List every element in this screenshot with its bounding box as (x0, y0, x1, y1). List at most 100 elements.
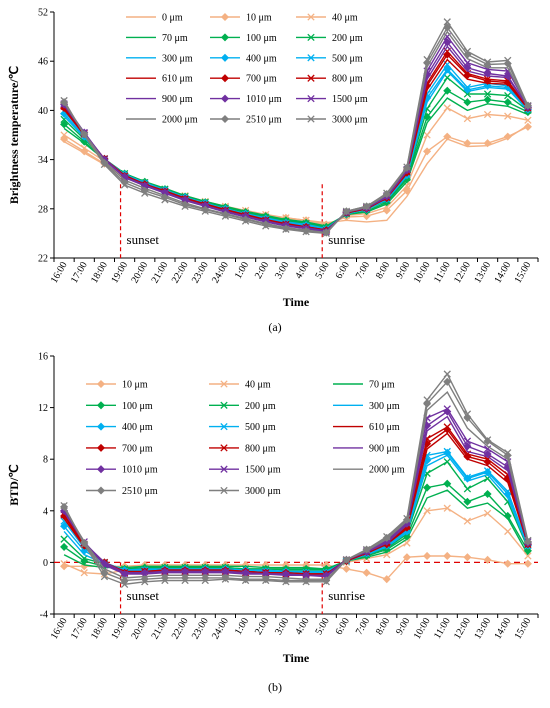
legend-label: 900 μm (162, 94, 193, 105)
data-point (403, 514, 411, 523)
series-line (63, 126, 529, 226)
data-point (141, 189, 149, 197)
legend-entry: 2000 μm (333, 465, 405, 476)
data-point (60, 501, 68, 510)
legend-entry: 70 μm (333, 380, 395, 391)
series-16 (60, 370, 532, 588)
legend-marker (220, 465, 228, 473)
legend-label: 700 μm (122, 443, 153, 454)
series-line (63, 97, 529, 227)
series-line (63, 76, 529, 229)
data-point (463, 63, 472, 72)
data-point (60, 535, 68, 543)
data-point (483, 436, 492, 444)
legend-entry: 800 μm (296, 74, 363, 85)
legend: 0 μm 10 μm 40 μm 70 μm 100 μm 200 μm 300 μm 400… (126, 13, 368, 126)
data-point (443, 405, 451, 413)
y-axis-title: BTD/℃ (7, 464, 21, 505)
x-tick-label: 4:00 (293, 260, 311, 281)
x-tick-label: 10:00 (412, 260, 433, 285)
x-tick-label: 20:00 (129, 616, 150, 641)
data-point (463, 497, 472, 506)
data-point (80, 569, 88, 577)
data-point (181, 576, 189, 585)
data-point (362, 212, 371, 221)
x-axis-title: Time (283, 295, 310, 309)
x-tick-label: 15:00 (513, 616, 534, 641)
legend-label: 2000 μm (162, 115, 198, 126)
legend-label: 0 μm (162, 13, 183, 24)
legend-label: 40 μm (332, 13, 358, 24)
data-point (221, 212, 230, 220)
data-point (201, 207, 209, 215)
legend-marker (96, 443, 106, 452)
x-tick-label: 15:00 (513, 260, 534, 285)
x-tick-label: 2:00 (253, 616, 271, 637)
y-tick-label: -4 (40, 610, 48, 621)
data-point (483, 60, 492, 69)
data-point (463, 47, 472, 56)
data-point (181, 573, 190, 582)
y-tick-label: 12 (38, 403, 48, 414)
series-line (63, 489, 529, 570)
y-tick-label: 34 (38, 155, 48, 166)
data-point (483, 90, 492, 98)
legend-marker (220, 33, 230, 42)
legend-label: 10 μm (122, 380, 148, 391)
data-point (443, 86, 452, 95)
data-point (483, 75, 492, 83)
x-tick-label: 23:00 (190, 260, 211, 285)
x-tick-label: 19:00 (109, 260, 130, 285)
legend-label: 2510 μm (122, 486, 158, 497)
legend-label: 400 μm (122, 422, 153, 433)
x-tick-label: 18:00 (89, 260, 110, 285)
data-point (483, 555, 492, 564)
data-point (201, 576, 209, 585)
data-point (120, 178, 129, 187)
data-point (504, 449, 512, 457)
x-tick-label: 16:00 (49, 616, 70, 641)
x-tick-label: 17:00 (69, 260, 90, 285)
series-12 (63, 45, 529, 232)
data-point (463, 474, 472, 483)
x-tick-label: 8:00 (374, 260, 392, 281)
data-point (60, 131, 68, 139)
data-point (60, 560, 68, 568)
data-point (443, 18, 451, 26)
data-point (523, 559, 532, 568)
series-15 (63, 30, 529, 234)
y-tick-label: 52 (38, 8, 48, 19)
data-point (443, 551, 452, 560)
data-point (423, 55, 431, 64)
legend-label: 70 μm (369, 380, 395, 391)
x-tick-label: 3:00 (273, 616, 291, 637)
legend-marker (96, 401, 106, 410)
legend-label: 1500 μm (332, 94, 368, 105)
x-tick-label: 9:00 (394, 616, 412, 637)
legend-label: 300 μm (369, 401, 400, 412)
data-point (443, 370, 451, 378)
series-2 (63, 489, 529, 570)
x-tick-label: 7:00 (354, 616, 372, 637)
x-tick-label: 6:00 (334, 616, 352, 637)
data-point (483, 509, 492, 518)
data-point (60, 96, 68, 105)
data-point (302, 228, 310, 236)
legend-label: 1010 μm (122, 465, 158, 476)
legend-marker (220, 94, 230, 103)
data-point (463, 85, 472, 94)
series-7 (60, 65, 532, 234)
x-tick-label: 6:00 (334, 260, 352, 281)
y-axis-title: Brightness temperature/℃ (7, 66, 21, 204)
series-line (63, 63, 529, 231)
data-point (463, 114, 472, 123)
data-point (382, 533, 391, 542)
data-point (443, 479, 452, 488)
data-point (443, 447, 451, 456)
series-line (63, 58, 529, 231)
data-point (383, 532, 391, 541)
x-tick-label: 9:00 (394, 260, 412, 281)
data-point (524, 552, 532, 560)
data-point (463, 437, 472, 445)
